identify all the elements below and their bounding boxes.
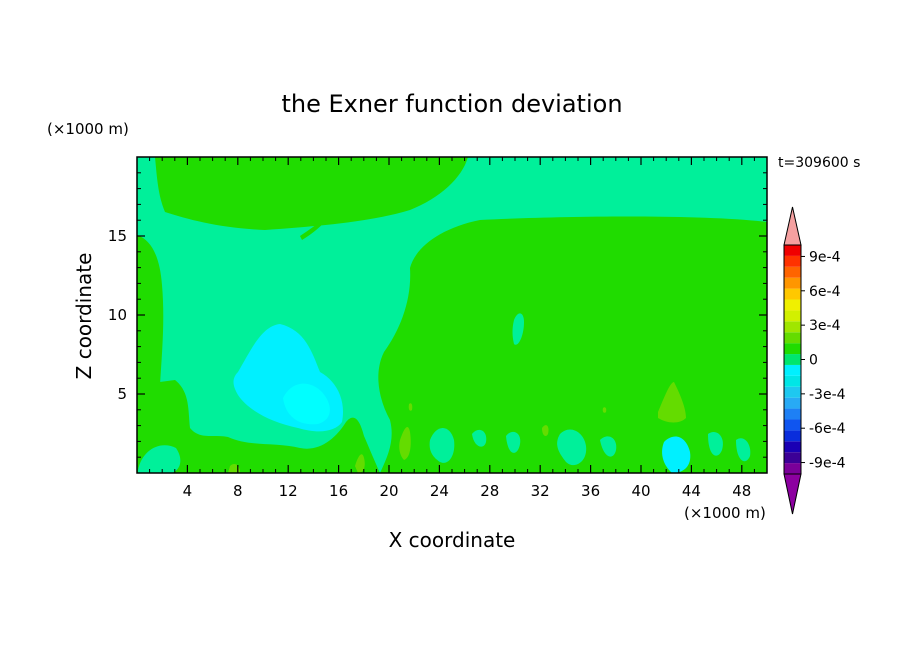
colorbar-swatch xyxy=(784,343,801,355)
region-yellow-green-4 xyxy=(228,464,240,473)
region-cyan-blob-7 xyxy=(708,431,723,456)
x-axis-label: X coordinate xyxy=(389,528,516,552)
x-tick-label: 28 xyxy=(480,482,499,500)
region-cyan-blob-4 xyxy=(506,431,521,453)
region-blue-core xyxy=(283,383,330,425)
region-yellow-green-5 xyxy=(542,425,549,436)
region-cyan-blob-1 xyxy=(138,445,181,473)
colorbar-swatch xyxy=(784,332,801,344)
colorbar-swatch xyxy=(784,463,801,474)
colorbar-label: -9e-4 xyxy=(809,456,846,472)
colorbar-swatch xyxy=(784,299,801,311)
colorbar-label: -3e-4 xyxy=(809,387,846,403)
colorbar-swatch xyxy=(784,419,801,431)
region-cyan-blob-8 xyxy=(736,438,751,462)
region-cyan-blob-6 xyxy=(600,436,617,457)
colorbar-swatch xyxy=(784,266,801,278)
region-yellow-green-1 xyxy=(658,382,686,423)
colorbar-extend-low xyxy=(783,473,802,515)
colorbar-swatch xyxy=(784,408,801,420)
region-yellow-green-6 xyxy=(408,403,413,411)
x-tick-label: 12 xyxy=(279,482,298,500)
x-tick-label: 48 xyxy=(732,482,751,500)
region-left-strip xyxy=(137,235,164,385)
colorbar-swatch xyxy=(784,430,801,442)
y-tick-label: 15 xyxy=(108,227,127,245)
y-tick-label: 5 xyxy=(117,385,127,403)
x-tick-label: 44 xyxy=(682,482,701,500)
colorbar-swatch xyxy=(784,288,801,300)
x-unit-label: (×1000 m) xyxy=(684,504,766,522)
region-cyan-blob-5 xyxy=(557,429,587,466)
colorbar-label: 6e-4 xyxy=(809,284,841,300)
colorbar-swatch xyxy=(784,441,801,453)
y-tick-label: 10 xyxy=(108,306,127,324)
colorbar-label: 9e-4 xyxy=(809,249,841,265)
region-cyan-streak xyxy=(512,313,524,345)
colorbar-label: -6e-4 xyxy=(809,421,846,437)
colorbar-label: 3e-4 xyxy=(809,318,841,334)
colorbar-swatch xyxy=(784,277,801,289)
x-tick-label: 32 xyxy=(531,482,550,500)
x-axis-ticks: 4 8 12 16 20 24 28 32 36 40 44 48 xyxy=(149,157,755,500)
colorbar: 9e-4 6e-4 3e-4 0 -3e-4 -6e-4 -9e-4 xyxy=(783,206,846,515)
colorbar-swatch xyxy=(784,397,801,409)
region-cyan-blob-3 xyxy=(472,429,487,447)
region-yellow-green-2 xyxy=(399,426,411,460)
colorbar-swatch xyxy=(784,245,801,256)
colorbar-extend-high xyxy=(783,206,802,246)
region-yellow-green-7 xyxy=(602,407,607,413)
region-yellow-green-3 xyxy=(355,454,365,473)
colorbar-swatch xyxy=(784,452,801,464)
x-tick-label: 40 xyxy=(631,482,650,500)
x-tick-label: 16 xyxy=(329,482,348,500)
region-top-left-tail xyxy=(300,216,330,240)
x-tick-label: 36 xyxy=(581,482,600,500)
colorbar-swatch xyxy=(784,364,801,376)
x-tick-label: 20 xyxy=(379,482,398,500)
colorbar-swatch xyxy=(784,255,801,267)
y-axis-ticks: 5 10 15 xyxy=(108,172,767,458)
y-axis-label: Z coordinate xyxy=(72,253,96,380)
region-cyan-blob-2 xyxy=(429,428,455,463)
colorbar-swatch xyxy=(784,321,801,333)
region-bottom-left-green xyxy=(137,380,380,473)
time-label: t=309600 s xyxy=(778,155,860,171)
x-tick-label: 4 xyxy=(183,482,193,500)
y-unit-label: (×1000 m) xyxy=(47,120,129,138)
region-blue-right xyxy=(662,436,691,473)
contour-field xyxy=(137,157,767,473)
colorbar-swatch xyxy=(784,375,801,387)
colorbar-label: 0 xyxy=(809,353,818,369)
chart-title: the Exner function deviation xyxy=(281,90,622,118)
colorbar-swatch xyxy=(784,386,801,398)
colorbar-swatch xyxy=(784,354,801,365)
region-top-left-green xyxy=(155,157,468,230)
x-tick-label: 24 xyxy=(430,482,449,500)
x-tick-label: 8 xyxy=(233,482,243,500)
colorbar-swatch xyxy=(784,310,801,322)
